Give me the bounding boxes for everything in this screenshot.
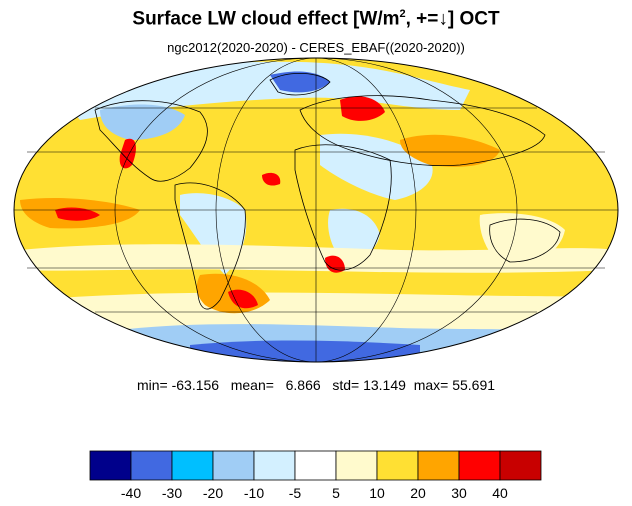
colorbar-label-2: -20 bbox=[203, 485, 223, 501]
eurasia-outline bbox=[299, 95, 546, 166]
north-america-outline bbox=[94, 100, 208, 182]
colorbar-label-0: -40 bbox=[121, 485, 141, 501]
max-label: max= bbox=[413, 377, 449, 393]
title-text: Surface LW cloud effect [W/m bbox=[132, 8, 400, 30]
colorbar-label-1: -30 bbox=[162, 485, 182, 501]
title-text-rest: , +=↓] OCT bbox=[405, 8, 500, 30]
min-value: -63.156 bbox=[171, 377, 220, 393]
colorbar-box-5 bbox=[294, 450, 337, 481]
colorbar-box-8 bbox=[417, 450, 460, 481]
argentina-hot-spot bbox=[228, 289, 258, 309]
africa-cool bbox=[328, 208, 380, 261]
greenland-cold bbox=[270, 71, 330, 93]
min-label: min= bbox=[136, 377, 168, 393]
colorbar-box-2 bbox=[171, 450, 214, 481]
north-pacific-cool bbox=[100, 104, 185, 140]
colorbar-labels: -40 -30 -20 -10 -5 5 10 20 30 40 bbox=[121, 485, 508, 501]
colorbar-label-7: 20 bbox=[410, 485, 426, 501]
colorbar-box-0 bbox=[89, 450, 132, 481]
statistics-line: min= -63.156 mean= 6.866 std= 13.149 max… bbox=[0, 377, 632, 393]
colorbar-box-9 bbox=[458, 450, 501, 481]
title-superscript: 2 bbox=[399, 8, 406, 20]
mean-label: mean= bbox=[230, 377, 274, 393]
southern-ocean-light bbox=[20, 244, 615, 273]
colorbar-label-9: 40 bbox=[492, 485, 508, 501]
australia-outline bbox=[489, 218, 561, 263]
mean-value: 6.866 bbox=[285, 377, 321, 393]
coastlines bbox=[94, 73, 561, 310]
colorbar-label-3: -10 bbox=[244, 485, 264, 501]
plot-subtitle: ngc2012(2020-2020) - CERES_EBAF((2020-20… bbox=[167, 40, 465, 55]
colorbar-boxes bbox=[89, 450, 542, 481]
std-value: 13.149 bbox=[363, 377, 406, 393]
greenland-outline bbox=[269, 73, 331, 96]
plot-title: Surface LW cloud effect [W/m2, +=↓] OCT bbox=[0, 8, 632, 30]
africa-outline bbox=[294, 144, 392, 271]
asia-warm bbox=[400, 134, 500, 167]
colorbar-label-6: 10 bbox=[369, 485, 385, 501]
canary-hot-spot bbox=[262, 172, 281, 186]
colorbar-box-7 bbox=[376, 450, 419, 481]
colorbar-box-3 bbox=[212, 450, 255, 481]
colorbar-box-6 bbox=[335, 450, 378, 481]
graticule bbox=[14, 57, 618, 363]
colorbar-box-4 bbox=[253, 450, 296, 481]
std-label: std= bbox=[332, 377, 360, 393]
max-value: 55.691 bbox=[452, 377, 496, 393]
antarctic-cold bbox=[190, 340, 420, 362]
colorbar-box-1 bbox=[130, 450, 173, 481]
colorbar-label-5: 5 bbox=[332, 485, 340, 501]
colorbar-box-10 bbox=[499, 450, 542, 481]
colorbar-label-8: 30 bbox=[451, 485, 467, 501]
mollweide-map bbox=[13, 57, 619, 363]
pacific-hot-spot bbox=[55, 207, 100, 221]
california-hot-spot bbox=[119, 138, 136, 169]
south-america-outline bbox=[174, 182, 246, 310]
colorbar-label-4: -5 bbox=[289, 485, 302, 501]
map-border bbox=[13, 57, 619, 363]
namibia-hot-spot bbox=[325, 255, 345, 273]
europe-hot-spot bbox=[340, 96, 385, 121]
